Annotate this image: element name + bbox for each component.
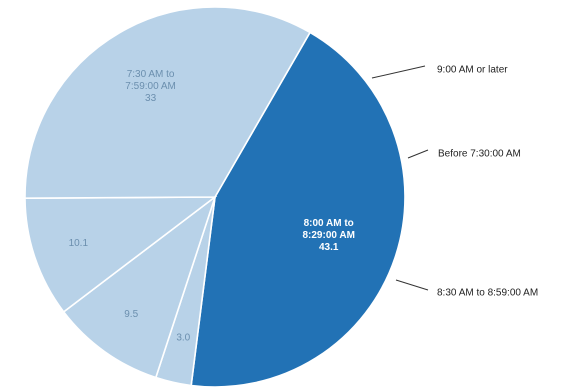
slice-value-label-3: 9.5: [124, 309, 138, 320]
pie-slice-4: [24, 196, 218, 314]
slice-name-label-1: 8:00 AM to: [304, 218, 354, 229]
leader-line-3: [407, 149, 429, 159]
pie-slice-5: [24, 6, 312, 200]
slice-name-label-3: Before 7:30:00 AM: [438, 149, 521, 160]
slice-name-label-2: 9:00 AM or later: [437, 65, 508, 76]
slice-value-label-5: 33: [145, 93, 157, 104]
slice-value-label-4: 10.1: [69, 238, 89, 249]
slice-name-label-1: 8:29:00 AM: [302, 230, 354, 241]
slice-value-label-2: 3.0: [176, 333, 190, 344]
slice-name-label-5: 7:30 AM to: [127, 69, 175, 80]
leader-line-4: [395, 279, 429, 291]
pie-slice-3: [62, 194, 217, 379]
pie-slice-1: [190, 31, 406, 388]
slice-value-label-1: 43.1: [319, 242, 339, 253]
slice-name-label-4: 8:30 AM to 8:59:00 AM: [437, 288, 538, 299]
leader-line-2: [371, 65, 426, 79]
slice-name-label-5: 7:59:00 AM: [125, 81, 176, 92]
